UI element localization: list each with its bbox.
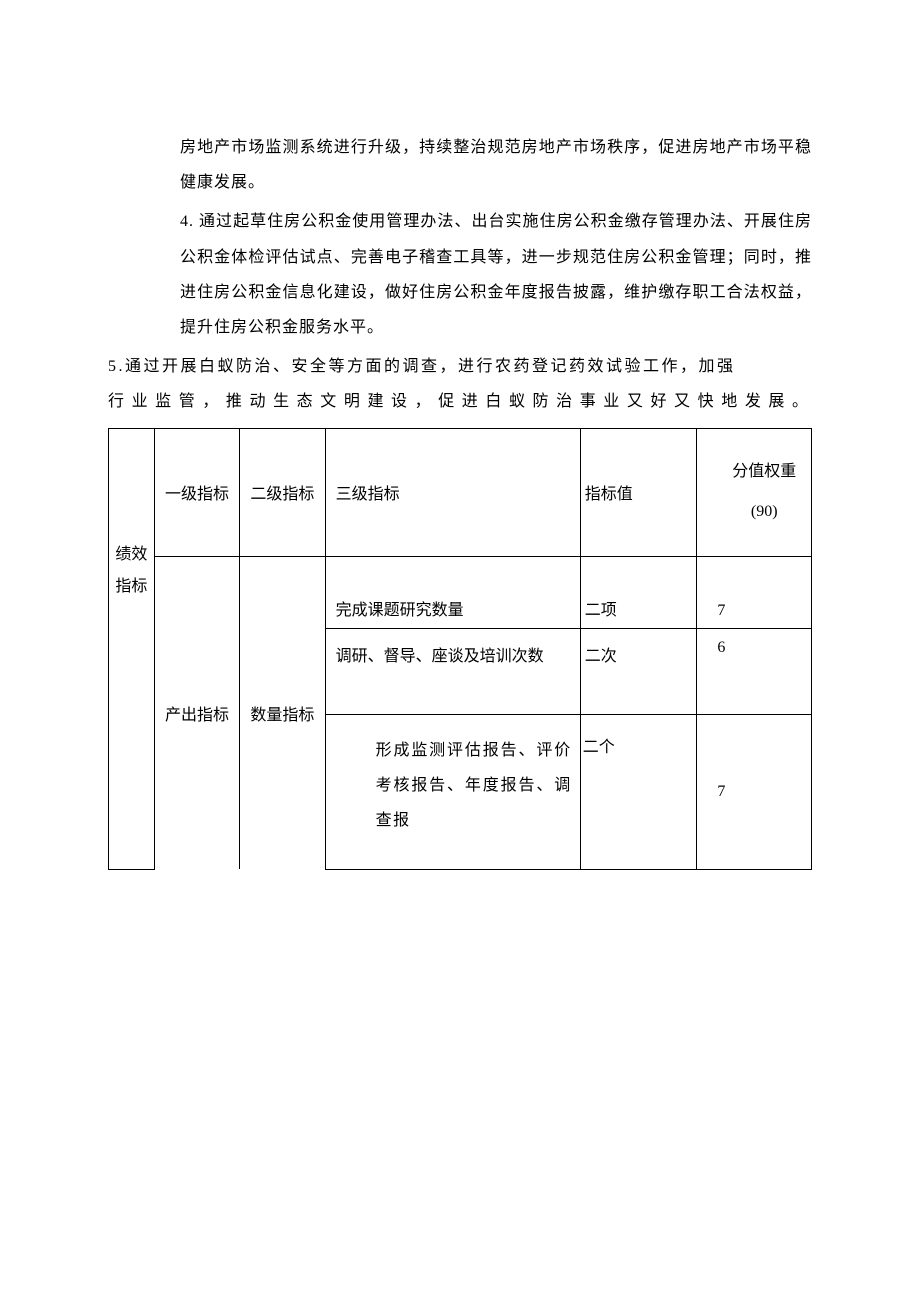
val-cell-2: 二个 xyxy=(580,714,697,869)
weight-label-line2: (90) xyxy=(717,492,811,532)
val-cell-1: 二次 xyxy=(580,628,697,714)
weight-cell-1: 6 xyxy=(697,628,812,714)
header-val: 指标值 xyxy=(580,428,697,556)
l3-cell-1: 调研、督导、座谈及培训次数 xyxy=(325,628,580,714)
main-label-cell: 绩效指标 xyxy=(109,428,155,714)
header-l1: 一级指标 xyxy=(154,428,239,556)
l1-cell: 产出指标 xyxy=(154,556,239,869)
weight-label-line1: 分值权重 xyxy=(717,452,811,492)
paragraph-1: 房地产市场监测系统进行升级，持续整治规范房地产市场秩序，促进房地产市场平稳健康发… xyxy=(108,130,812,200)
table-row: 产出指标 数量指标 完成课题研究数量 二项 7 xyxy=(109,556,812,628)
weight-cell-2: 7 xyxy=(697,714,812,869)
header-l2: 二级指标 xyxy=(240,428,325,556)
weight-cell-0: 7 xyxy=(697,556,812,628)
l3-cell-0: 完成课题研究数量 xyxy=(325,556,580,628)
val-cell-0: 二项 xyxy=(580,556,697,628)
header-weight: 分值权重 (90) xyxy=(697,428,812,556)
main-label-cont xyxy=(109,714,155,869)
table-header-row: 绩效指标 一级指标 二级指标 三级指标 指标值 分值权重 (90) xyxy=(109,428,812,556)
l3-cell-2: 形成监测评估报告、评价考核报告、年度报告、调查报 xyxy=(325,714,580,869)
paragraph-3-line1: 5.通过开展白蚁防治、安全等方面的调查，进行农药登记药效试验工作，加强 xyxy=(108,349,812,384)
paragraph-2: 4. 通过起草住房公积金使用管理办法、出台实施住房公积金缴存管理办法、开展住房公… xyxy=(108,204,812,345)
l2-cell: 数量指标 xyxy=(240,556,325,869)
main-label: 绩效指标 xyxy=(115,546,147,595)
header-l3: 三级指标 xyxy=(325,428,580,556)
performance-table: 绩效指标 一级指标 二级指标 三级指标 指标值 分值权重 (90) 产出指标 数… xyxy=(108,428,812,870)
paragraph-3-line2: 行业监管，推动生态文明建设，促进白蚁防治事业又好又快地发展。 xyxy=(108,384,812,419)
